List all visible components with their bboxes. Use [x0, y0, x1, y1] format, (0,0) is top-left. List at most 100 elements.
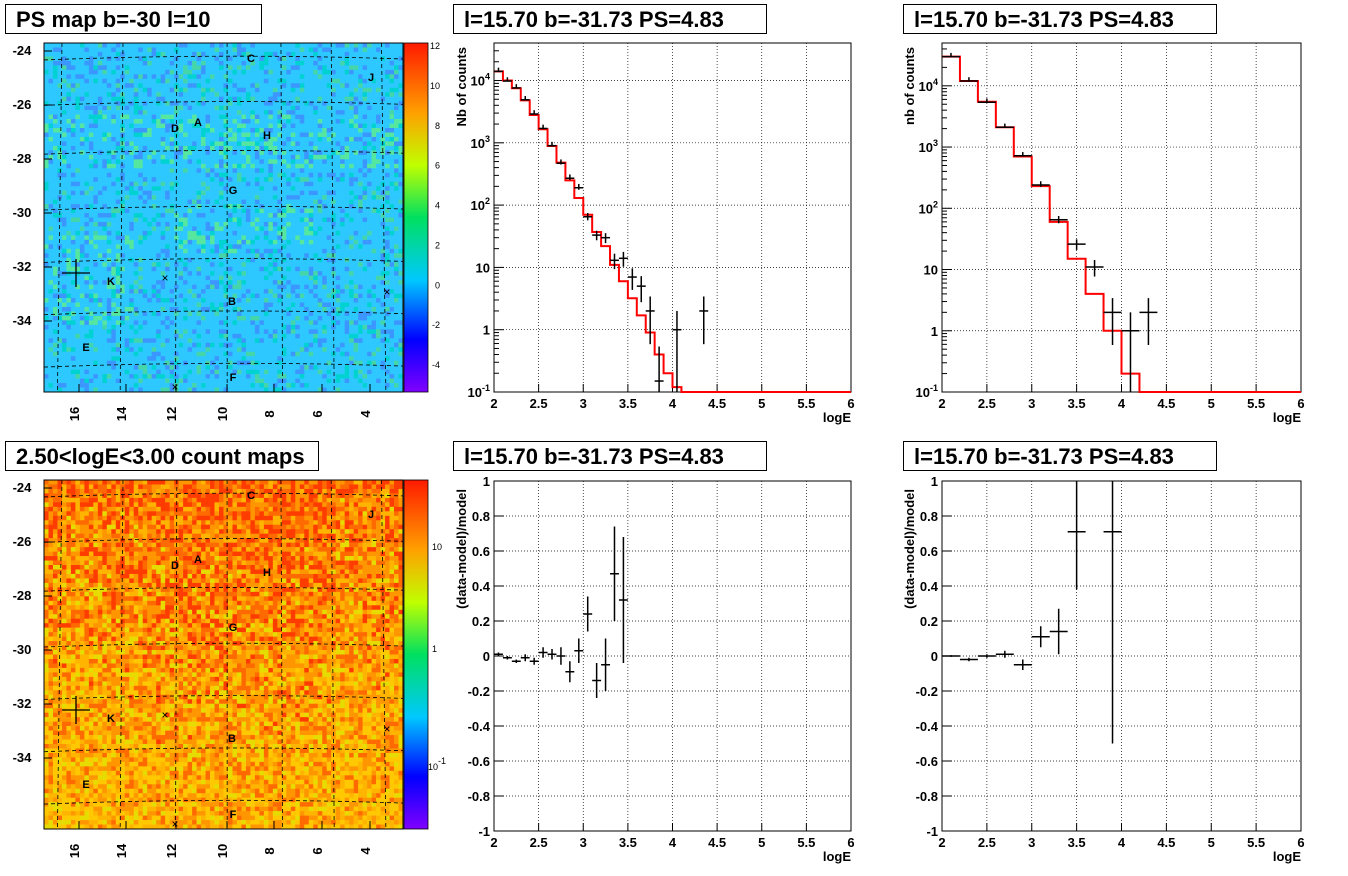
map-pixel [236, 123, 242, 129]
map-pixel [308, 333, 314, 339]
map-pixel [192, 186, 197, 191]
map-pixel [79, 217, 85, 223]
map-pixel [236, 47, 242, 53]
map-pixel [48, 365, 54, 370]
map-pixel [61, 141, 67, 147]
map-pixel [111, 351, 117, 357]
map-pixel [214, 92, 220, 97]
map-pixel [165, 298, 170, 303]
map-pixel [326, 244, 332, 250]
map-pixel [97, 123, 103, 129]
map-pixel [88, 298, 94, 303]
map-pixel [48, 284, 54, 290]
map-pixel [44, 347, 49, 353]
map-pixel [250, 311, 256, 317]
map-pixel [290, 83, 296, 89]
map-pixel [174, 378, 179, 384]
map-pixel [178, 159, 184, 165]
map-pixel [70, 338, 76, 344]
map-pixel [93, 168, 99, 174]
map-pixel [201, 204, 206, 209]
map-pixel [313, 168, 319, 174]
map-pixel [138, 56, 144, 62]
map-pixel [210, 172, 215, 178]
map-pixel [124, 333, 130, 339]
map-pixel [57, 302, 63, 308]
map-pixel [142, 159, 148, 165]
map-pixel [66, 262, 72, 268]
map-pixel [295, 83, 301, 89]
map-pixel [160, 186, 166, 191]
map-pixel [205, 248, 211, 254]
map-pixel [151, 150, 157, 156]
map-pixel [129, 342, 135, 348]
map-pixel [165, 293, 170, 299]
map-pixel [281, 168, 287, 174]
map-pixel [241, 293, 247, 299]
map-pixel [322, 78, 328, 84]
map-pixel [52, 132, 58, 138]
map-pixel [156, 266, 161, 272]
map-pixel [272, 338, 278, 344]
map-pixel [322, 244, 328, 250]
map-pixel [115, 298, 121, 303]
map-pixel [88, 306, 94, 312]
map-pixel [232, 280, 238, 285]
map-pixel [205, 141, 211, 147]
map-pixel [268, 132, 274, 138]
map-pixel [151, 235, 157, 241]
map-pixel [254, 119, 260, 124]
map-pixel [263, 199, 269, 205]
map-pixel [286, 56, 292, 62]
map-pixel [254, 145, 260, 151]
map-pixel [219, 154, 224, 160]
map-pixel [61, 96, 67, 102]
map-pixel [142, 51, 148, 57]
map-pixel [210, 226, 215, 232]
map-pixel [138, 266, 144, 272]
map-pixel [124, 119, 130, 124]
map-pixel [192, 47, 197, 53]
map-pixel [326, 136, 332, 142]
map-pixel [52, 181, 58, 187]
map-pixel [205, 154, 211, 160]
map-pixel [254, 311, 260, 317]
map-pixel [214, 217, 220, 223]
map-pixel [210, 280, 215, 285]
map-pixel [93, 96, 99, 102]
map-pixel [52, 65, 58, 71]
map-pixel [115, 181, 121, 187]
map-pixel [254, 51, 260, 57]
map-pixel [93, 275, 99, 281]
map-pixel [304, 177, 310, 182]
map-pixel [142, 289, 148, 294]
map-pixel [79, 320, 85, 326]
map-pixel [52, 315, 58, 321]
map-pixel [165, 56, 170, 62]
map-pixel [304, 132, 310, 138]
map-pixel [201, 226, 206, 232]
map-pixel [133, 280, 139, 285]
map-pixel [326, 360, 332, 366]
map-pixel [241, 298, 247, 303]
map-pixel [111, 123, 117, 129]
map-pixel [57, 351, 63, 357]
map-pixel [120, 298, 126, 303]
map-pixel [79, 342, 85, 348]
map-pixel [151, 329, 157, 335]
map-pixel [245, 356, 251, 361]
map-pixel [241, 51, 247, 57]
map-pixel [147, 123, 152, 129]
map-pixel [102, 351, 108, 357]
map-pixel [111, 284, 117, 290]
map-pixel [165, 51, 170, 57]
map-pixel [115, 65, 121, 71]
map-pixel [286, 378, 292, 384]
map-pixel [259, 199, 265, 205]
map-pixel [192, 360, 197, 366]
map-pixel [120, 208, 126, 214]
map-pixel [44, 96, 49, 102]
map-pixel [317, 351, 323, 357]
map-pixel [111, 221, 117, 227]
map-pixel [227, 123, 233, 129]
